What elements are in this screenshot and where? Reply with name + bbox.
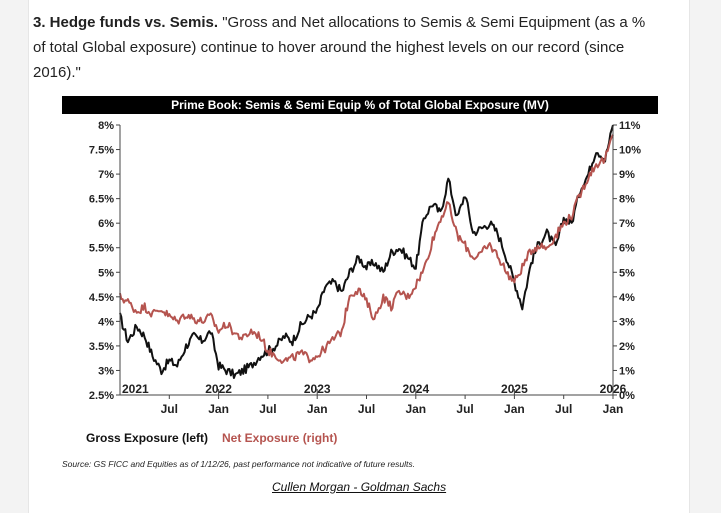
year-label: 2024: [402, 382, 429, 396]
series-line-gross: [119, 124, 614, 379]
series-line-net: [119, 134, 614, 364]
intro-heading: 3. Hedge funds vs. Semis.: [33, 14, 219, 31]
left-tick-label: 3%: [98, 365, 114, 377]
year-label: 2026: [600, 382, 627, 396]
month-label: Jan: [603, 402, 624, 416]
right-tick-label: 11%: [619, 120, 641, 132]
legend-gross: Gross Exposure (left): [86, 431, 208, 445]
left-tick-label: 6.5%: [89, 194, 114, 206]
year-label: 2022: [205, 382, 232, 396]
right-tick-label: 5%: [619, 267, 635, 279]
left-tick-label: 4%: [98, 316, 114, 328]
left-tick-label: 3.5%: [89, 341, 114, 353]
right-tick-label: 8%: [619, 194, 635, 206]
left-tick-label: 5%: [98, 267, 114, 279]
month-label: Jul: [259, 402, 276, 416]
right-tick-label: 2%: [619, 341, 635, 353]
month-label: Jul: [358, 402, 375, 416]
month-label: Jan: [208, 402, 229, 416]
month-label: Jan: [405, 402, 426, 416]
right-tick-label: 4%: [619, 292, 635, 304]
year-label: 2021: [122, 382, 149, 396]
right-tick-label: 0%: [619, 390, 635, 402]
left-tick-label: 8%: [98, 120, 114, 132]
credit-link[interactable]: Cullen Morgan - Goldman Sachs: [272, 480, 447, 494]
right-tick-label: 10%: [619, 145, 641, 157]
left-tick-label: 2.5%: [89, 390, 114, 402]
month-label: Jan: [307, 402, 328, 416]
intro-paragraph: 3. Hedge funds vs. Semis. "Gross and Net…: [33, 10, 653, 85]
intro-quote: "Gross and Net allocations to Semis & Se…: [33, 14, 646, 81]
right-tick-label: 7%: [619, 218, 635, 230]
left-tick-label: 7.5%: [89, 145, 114, 157]
month-label: Jul: [161, 402, 178, 416]
right-tick-label: 3%: [619, 316, 635, 328]
year-label: 2023: [304, 382, 331, 396]
left-tick-label: 4.5%: [89, 292, 114, 304]
source-note: Source: GS FICC and Equities as of 1/12/…: [62, 459, 415, 469]
right-tick-label: 6%: [619, 243, 635, 255]
chart-title-bar: [62, 96, 658, 114]
left-tick-label: 6%: [98, 218, 114, 230]
right-tick-label: 9%: [619, 169, 635, 181]
chart-svg: Prime Book: Semis & Semi Equip % of Tota…: [62, 96, 658, 445]
left-tick-label: 7%: [98, 169, 114, 181]
chart-title: Prime Book: Semis & Semi Equip % of Tota…: [171, 98, 549, 112]
right-tick-label: 1%: [619, 365, 635, 377]
month-label: Jul: [456, 402, 473, 416]
month-label: Jan: [504, 402, 525, 416]
year-label: 2025: [501, 382, 528, 396]
left-tick-label: 5.5%: [89, 243, 114, 255]
month-label: Jul: [555, 402, 572, 416]
chart: Prime Book: Semis & Semi Equip % of Tota…: [62, 96, 658, 451]
legend-net: Net Exposure (right): [222, 431, 337, 445]
